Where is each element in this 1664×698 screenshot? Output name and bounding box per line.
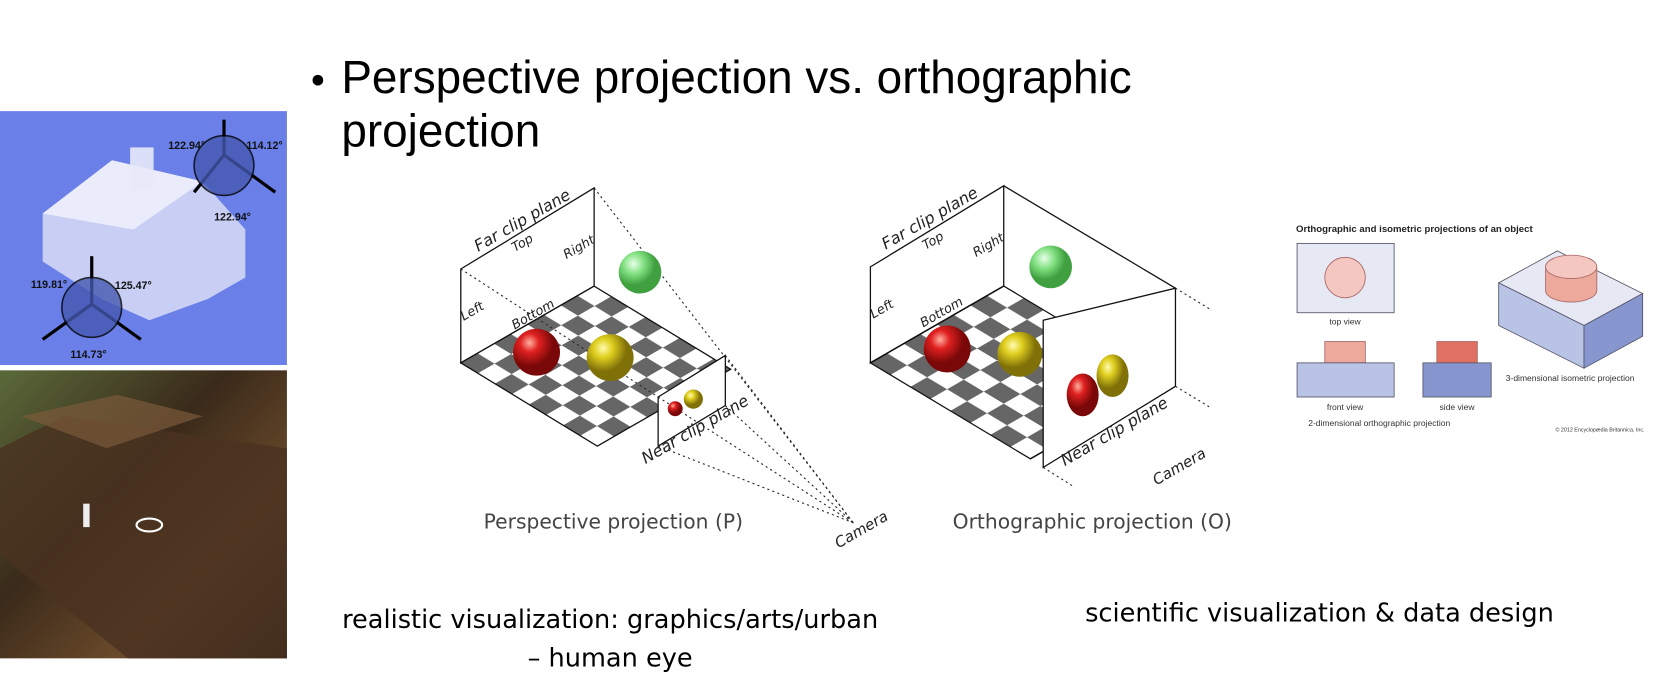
angle: 114.73° xyxy=(70,349,106,361)
angle: 119.81° xyxy=(31,279,67,291)
orthographic-diagram: Far clip plane Top Right Left Bottom Nea… xyxy=(868,183,1232,534)
caption: Orthographic projection (O) xyxy=(953,509,1232,533)
caption-right: scientific visualization & data design xyxy=(1085,599,1554,629)
bullet xyxy=(312,74,324,86)
isometric-figure: Orthographic and isometric projections o… xyxy=(1296,224,1644,433)
caption-left: realistic visualization: graphics/arts/u… xyxy=(342,605,878,635)
angle: 114.12° xyxy=(246,140,282,152)
label: Camera xyxy=(1149,444,1209,489)
title: Perspective projection vs. orthographic … xyxy=(341,52,1132,157)
label: front view xyxy=(1327,402,1364,412)
game-image xyxy=(0,370,287,659)
figure-title: Orthographic and isometric projections o… xyxy=(1296,224,1533,235)
label: © 2012 Encyclopædia Britannica, Inc. xyxy=(1556,426,1645,433)
house-image: 122.94° 114.12° 122.94° 119.81° 125.47° … xyxy=(0,111,287,365)
perspective-diagram: Far clip plane Top Right Left Bottom Nea… xyxy=(458,185,891,552)
angle: 122.94° xyxy=(168,140,205,152)
label: Camera xyxy=(832,507,892,552)
caption-left: – human eye xyxy=(528,643,693,673)
title-wrap: Perspective projection vs. orthographic … xyxy=(341,52,1132,157)
angle: 125.47° xyxy=(115,280,152,292)
caption: Perspective projection (P) xyxy=(484,509,743,533)
angle: 122.94° xyxy=(214,212,251,224)
label: top view xyxy=(1329,317,1361,327)
label: 2-dimensional orthographic projection xyxy=(1308,418,1450,428)
label: 3-dimensional isometric projection xyxy=(1506,373,1635,383)
label: side view xyxy=(1440,402,1476,412)
